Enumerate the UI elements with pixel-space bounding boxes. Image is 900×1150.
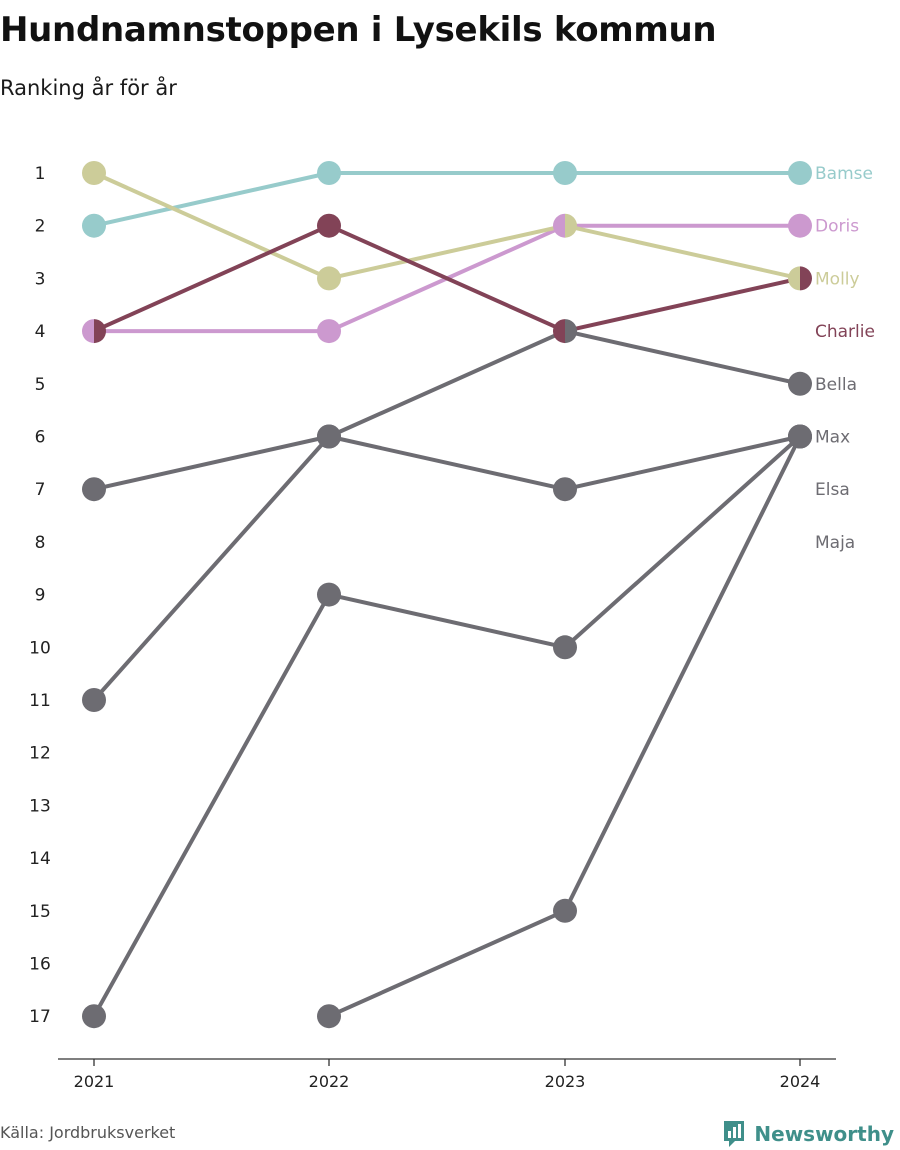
y-tick-label: 13 <box>29 796 51 816</box>
series-line-bamse <box>93 171 800 228</box>
point-elsa-2023 <box>553 635 577 660</box>
y-tick-label: 1 <box>35 164 46 184</box>
series-label-bamse: Bamse <box>815 164 873 184</box>
point-charlie-2024 <box>800 266 813 291</box>
point-bamse-2022 <box>317 161 341 185</box>
point-max-2021 <box>82 477 106 502</box>
point-maja-2024 <box>788 424 812 449</box>
y-tick-label: 17 <box>29 1007 51 1027</box>
series-line-elsa <box>92 435 802 1018</box>
point-elsa-2022 <box>317 582 341 607</box>
point-molly-2021 <box>82 161 106 185</box>
point-doris-2024 <box>788 213 812 238</box>
series-label-molly: Molly <box>815 269 860 289</box>
series-label-max: Max <box>815 428 850 448</box>
point-molly-2022 <box>317 266 341 291</box>
point-bella-2021 <box>82 688 106 712</box>
y-tick-label: 4 <box>35 322 46 342</box>
y-tick-label: 10 <box>29 638 51 658</box>
series-line-bella <box>92 329 801 702</box>
y-tick-label: 7 <box>35 480 46 500</box>
x-tick-label: 2021 <box>74 1072 115 1091</box>
y-tick-label: 15 <box>29 902 51 922</box>
point-doris-2021 <box>82 319 94 344</box>
series-label-maja: Maja <box>815 533 855 553</box>
y-tick-label: 6 <box>35 428 46 448</box>
point-molly-2024 <box>788 266 800 291</box>
y-tick-label: 3 <box>35 269 46 289</box>
point-charlie-2021 <box>94 319 107 344</box>
source-note: Källa: Jordbruksverket <box>0 1123 176 1142</box>
point-max-2022 <box>317 424 341 449</box>
point-bella-2024 <box>788 371 812 396</box>
brand-logo: Newsworthy <box>722 1119 894 1149</box>
y-tick-label: 16 <box>29 955 51 975</box>
y-tick-label: 9 <box>35 586 46 606</box>
series-points <box>82 161 813 1029</box>
y-tick-label: 5 <box>35 375 46 395</box>
point-charlie-2023 <box>553 319 565 344</box>
series-label-doris: Doris <box>815 217 859 237</box>
y-tick-label: 2 <box>35 217 46 237</box>
y-tick-label: 12 <box>29 744 51 764</box>
series-label-bella: Bella <box>815 375 857 395</box>
point-molly-2023 <box>565 213 577 238</box>
point-elsa-2021 <box>82 1004 106 1029</box>
y-tick-label: 11 <box>29 691 51 711</box>
point-maja-2023 <box>553 898 577 923</box>
series-line-molly <box>93 171 801 281</box>
series-label-charlie: Charlie <box>815 322 875 342</box>
x-tick-label: 2023 <box>545 1072 586 1091</box>
series-line-max <box>93 434 801 492</box>
point-bamse-2021 <box>82 213 106 238</box>
y-tick-label: 8 <box>35 533 46 553</box>
point-max-2023 <box>553 477 577 502</box>
point-charlie-2022 <box>317 213 341 238</box>
point-maja-2022 <box>317 1004 341 1029</box>
point-bamse-2023 <box>553 161 577 185</box>
chart-subtitle: Ranking år för år <box>0 76 177 100</box>
y-tick-label: 14 <box>29 849 51 869</box>
series-line-maja <box>328 435 802 1019</box>
point-bella-2023 <box>565 319 577 344</box>
series-line-charlie <box>93 223 801 334</box>
point-doris-2022 <box>317 319 341 344</box>
x-tick-label: 2024 <box>780 1072 821 1091</box>
x-tick-label: 2022 <box>309 1072 350 1091</box>
series-lines <box>92 171 802 1019</box>
point-doris-2023 <box>553 213 565 238</box>
point-bamse-2024 <box>788 161 812 185</box>
bar-chart-icon <box>724 1121 745 1147</box>
chart-title: Hundnamnstoppen i Lysekils kommun <box>0 10 717 50</box>
series-label-elsa: Elsa <box>815 480 850 500</box>
brand-name: Newsworthy <box>754 1122 894 1146</box>
